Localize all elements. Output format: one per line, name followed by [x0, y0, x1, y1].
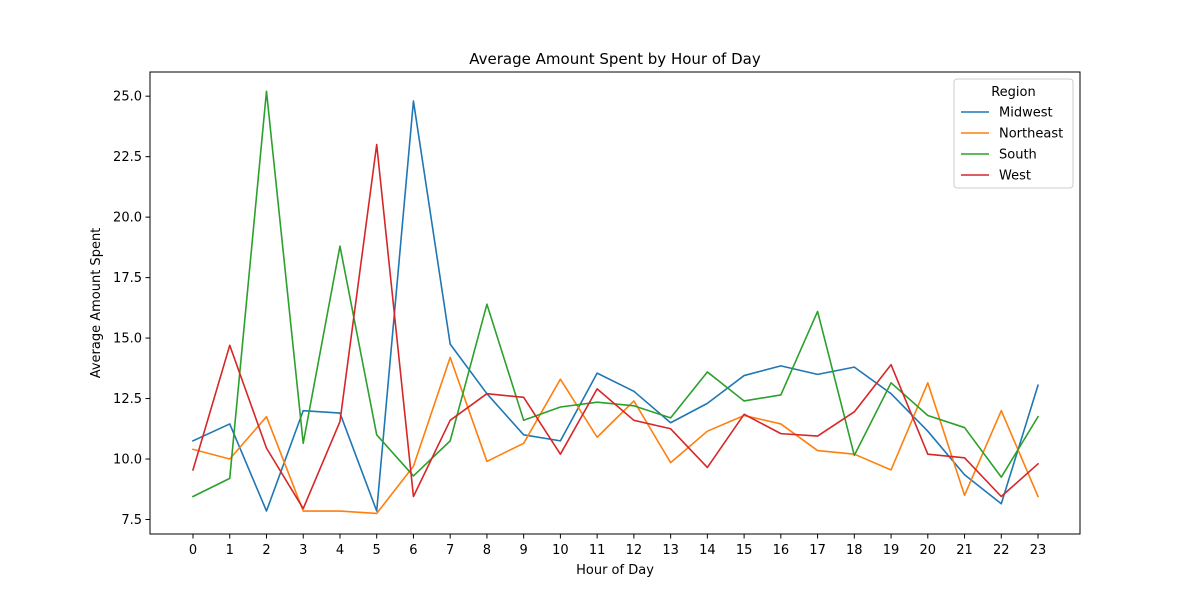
x-tick-label: 14	[699, 543, 716, 558]
x-tick-label: 2	[262, 543, 270, 558]
x-tick-label: 22	[993, 543, 1010, 558]
legend: Region Midwest Northeast South West	[953, 78, 1074, 189]
y-tick-label: 25.0	[113, 90, 142, 105]
x-axis-label: Hour of Day	[576, 563, 654, 578]
legend-label-midwest: Midwest	[999, 106, 1053, 121]
series-line-northeast	[192, 356, 1040, 515]
x-tick-label: 1	[226, 543, 234, 558]
x-tick-label: 16	[773, 543, 790, 558]
series-layer	[191, 90, 1040, 515]
x-tick-label: 5	[373, 543, 381, 558]
legend-label-west: West	[999, 169, 1031, 184]
x-tick-label: 19	[883, 543, 900, 558]
x-tick-label: 0	[189, 543, 197, 558]
x-tick-label: 11	[589, 543, 606, 558]
y-tick-label: 7.5	[121, 513, 142, 528]
x-tick-label: 12	[626, 543, 643, 558]
y-tick-label: 15.0	[113, 332, 142, 347]
series-line-west	[192, 143, 1040, 510]
chart-title: Average Amount Spent by Hour of Day	[469, 50, 761, 68]
x-tick-label: 8	[483, 543, 491, 558]
legend-box	[953, 78, 1074, 189]
x-tick-label: 15	[736, 543, 753, 558]
x-tick-label: 23	[1030, 543, 1047, 558]
y-axis-label: Average Amount Spent	[89, 228, 104, 379]
y-tick-label: 10.0	[113, 453, 142, 468]
x-tick-label: 3	[299, 543, 307, 558]
y-axis-ticks: 7.5 10.0 12.5 15.0 17.5 20.0 22.5 25.0	[113, 90, 150, 528]
x-tick-label: 20	[920, 543, 937, 558]
legend-label-northeast: Northeast	[999, 127, 1063, 142]
x-tick-label: 21	[956, 543, 973, 558]
y-tick-label: 22.5	[113, 150, 142, 165]
x-axis-ticks: 0 1 2 3 4 5 6 7 8 9 10 11 12 13 14 15 16 17 18 19 20 21 22 23	[189, 534, 1046, 558]
x-tick-label: 18	[846, 543, 863, 558]
x-tick-label: 17	[809, 543, 826, 558]
legend-title: Region	[991, 85, 1036, 100]
legend-label-south: South	[999, 148, 1037, 163]
legend-items: Midwest Northeast South West	[961, 106, 1063, 184]
y-tick-label: 17.5	[113, 271, 142, 286]
x-tick-label: 9	[520, 543, 528, 558]
series-line-midwest	[191, 100, 1040, 512]
x-tick-label: 4	[336, 543, 344, 558]
x-tick-label: 13	[662, 543, 679, 558]
plot-area-frame	[149, 71, 1081, 535]
y-tick-label: 12.5	[113, 392, 142, 407]
x-tick-label: 7	[446, 543, 454, 558]
x-tick-label: 10	[552, 543, 569, 558]
x-tick-label: 6	[409, 543, 417, 558]
y-tick-label: 20.0	[113, 211, 142, 226]
